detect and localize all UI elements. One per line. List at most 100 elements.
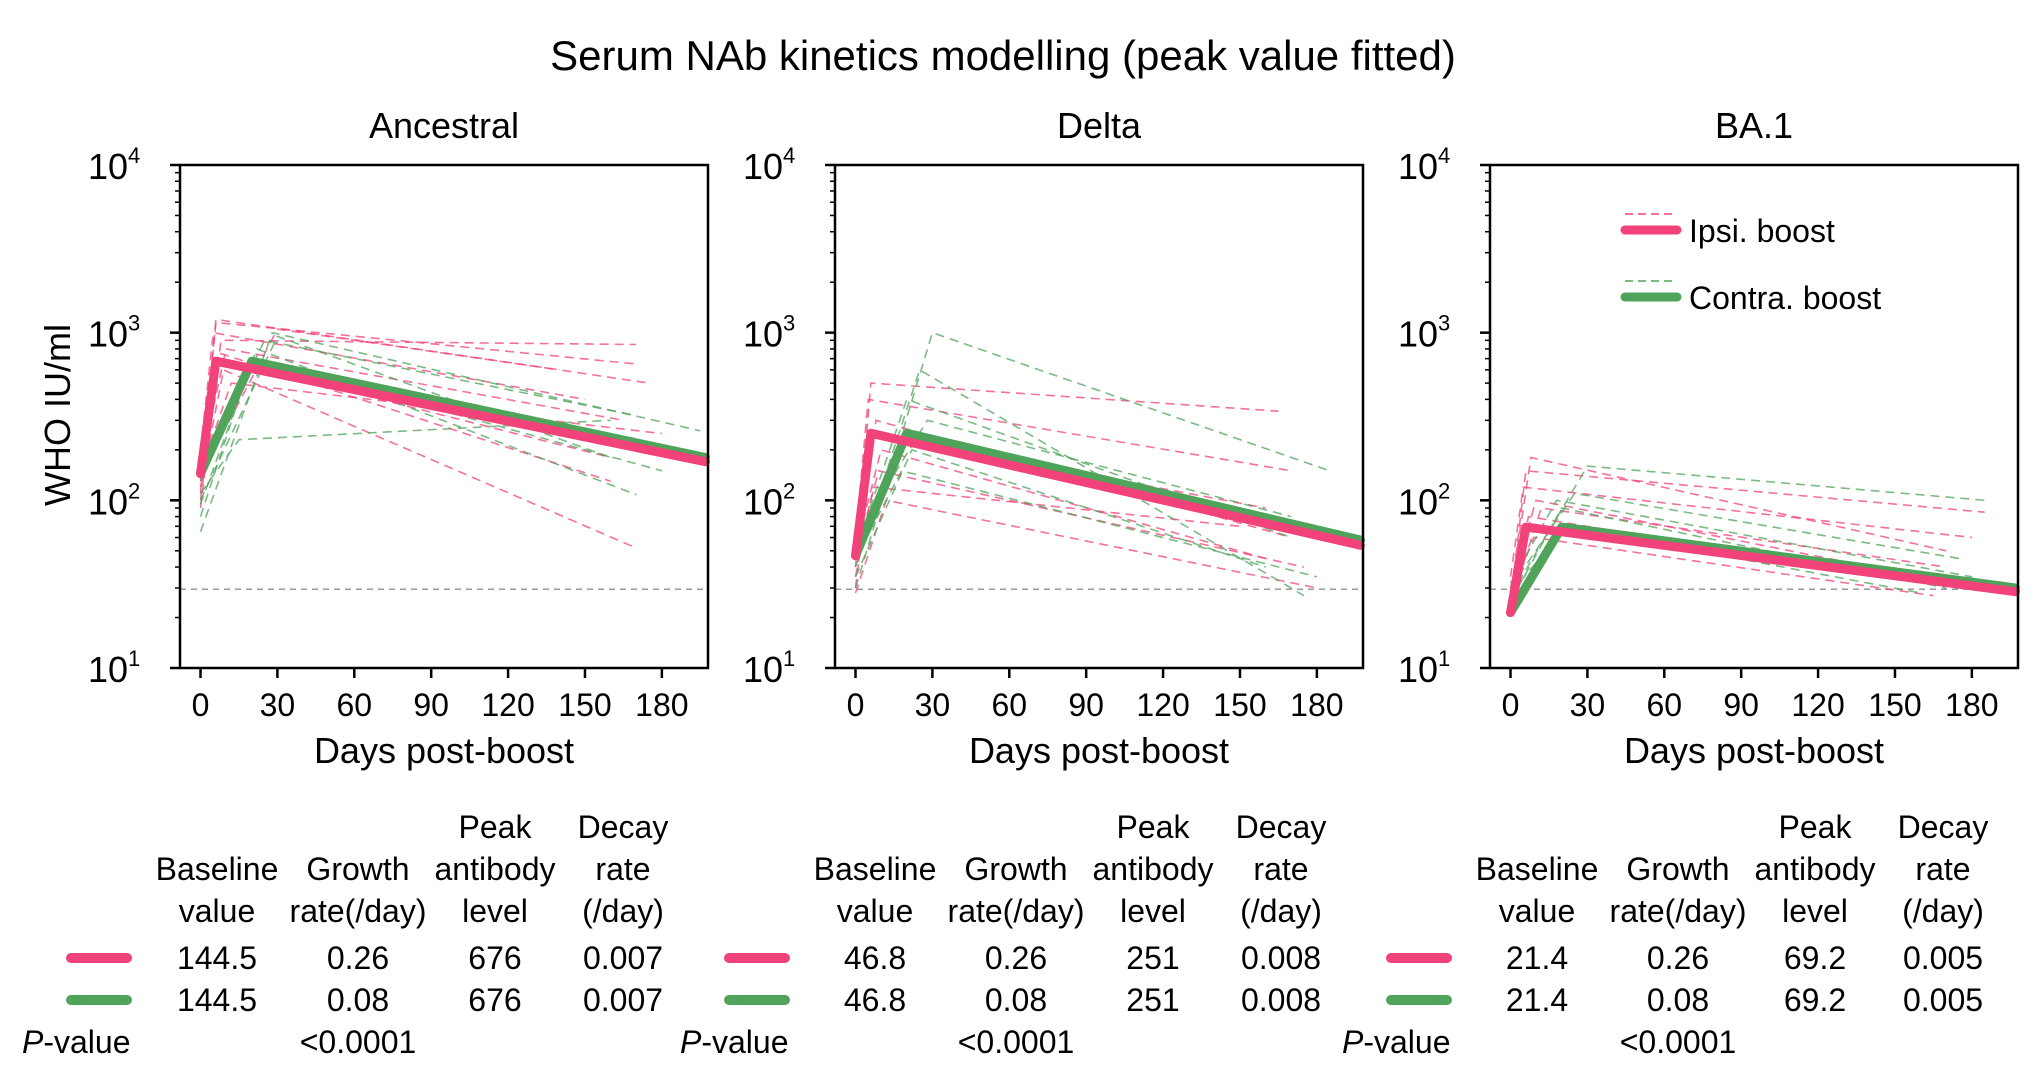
fitted-line-contra [196, 356, 710, 478]
y-tick-label: 104 [743, 143, 795, 187]
row-swatch-contra [1386, 995, 1452, 1005]
cell-contra-decay: 0.007 [582, 982, 664, 1018]
col-header-line: Growth [964, 851, 1068, 887]
cell-ipsi-peak: 676 [468, 940, 522, 976]
p-rest: -value [1363, 1024, 1451, 1060]
p-value-label: P-value [680, 1021, 789, 1063]
x-tick-label: 90 [1723, 687, 1759, 723]
p-value: <0.0001 [957, 1024, 1075, 1060]
y-tick-label: 102 [88, 478, 140, 522]
legend-label-ipsi: Ipsi. boost [1689, 213, 1835, 249]
col-header-line: antibody [1092, 851, 1214, 887]
cell-contra-decay: 0.008 [1240, 982, 1322, 1018]
panel-delta: Delta 101 102 103 104 0 30 60 90 120 150 180 Days po… [743, 105, 1365, 771]
col-header-line: (/day) [1240, 893, 1322, 929]
p-rest: -value [43, 1024, 131, 1060]
individual-trace-contra [199, 347, 637, 505]
x-axis-label: Days post-boost [314, 730, 574, 771]
legend-label-contra: Contra. boost [1689, 280, 1881, 316]
row-swatch-ipsi [66, 953, 132, 963]
x-tick-label: 60 [991, 687, 1027, 723]
y-tick-label: 104 [1398, 143, 1450, 187]
plot-frame [1488, 163, 2020, 670]
cell-ipsi-decay: 0.008 [1240, 940, 1322, 976]
cell-contra-growth: 0.08 [984, 982, 1048, 1018]
col-header-decay: Decay rate (/day) [1181, 806, 1381, 932]
col-header-line: rate [595, 851, 651, 887]
x-tick-label: 0 [192, 687, 210, 723]
col-header-line: (/day) [1902, 893, 1984, 929]
x-axis-label: Days post-boost [969, 730, 1229, 771]
y-tick-label: 102 [743, 478, 795, 522]
individual-trace-ipsi [854, 432, 1266, 545]
col-header-line: value [836, 893, 914, 929]
p-italic: P [680, 1024, 702, 1060]
row-swatch-ipsi [1386, 953, 1452, 963]
cell-ipsi-baseline: 46.8 [843, 940, 907, 976]
y-tick-label: 101 [1398, 646, 1450, 690]
col-header-peak: Peak antibody level [1715, 806, 1915, 932]
x-tick-label: 90 [1068, 687, 1104, 723]
y-tick-label: 104 [88, 143, 140, 187]
x-tick-label: 60 [336, 687, 372, 723]
p-value-label: P-value [22, 1021, 131, 1063]
fitted-line-ipsi [196, 356, 710, 478]
p-value: <0.0001 [1619, 1024, 1737, 1060]
x-tick-label: 150 [1868, 687, 1921, 723]
x-tick-label: 120 [1791, 687, 1844, 723]
cell-contra-peak: 251 [1126, 982, 1180, 1018]
x-tick-label: 180 [1945, 687, 1998, 723]
individual-trace-contra [1509, 499, 1973, 584]
panel-ancestral: Ancestral 101 102 103 104 0 30 60 90 120 150 180 Day… [37, 105, 710, 771]
individual-trace-contra [199, 419, 611, 494]
cell-ipsi-decay: 0.005 [1902, 940, 1984, 976]
cell-ipsi-growth: 0.26 [984, 940, 1048, 976]
x-tick-label: 120 [1136, 687, 1189, 723]
col-header-baseline: Baseline value [117, 848, 317, 932]
y-tick-label: 102 [1398, 478, 1450, 522]
x-tick-label: 30 [915, 687, 951, 723]
individual-trace-contra [1509, 465, 1985, 597]
x-tick-label: 150 [1213, 687, 1266, 723]
col-header-line: Peak [458, 809, 532, 845]
individual-trace-contra [199, 335, 611, 501]
individual-trace-ipsi [1509, 469, 1985, 602]
individual-trace-contra [199, 368, 650, 482]
cell-contra-baseline: 144.5 [176, 982, 258, 1018]
cell-contra-baseline: 46.8 [843, 982, 907, 1018]
cell-ipsi-baseline: 21.4 [1505, 940, 1569, 976]
col-header-line: rate(/day) [289, 893, 427, 929]
cell-ipsi-decay: 0.007 [582, 940, 664, 976]
col-header-line: value [178, 893, 256, 929]
y-tick-label: 103 [88, 311, 140, 355]
x-tick-label: 0 [847, 687, 865, 723]
x-tick-label: 180 [635, 687, 688, 723]
plot-frame [178, 163, 710, 670]
figure-title: Serum NAb kinetics modelling (peak value… [550, 32, 1456, 79]
individual-trace-contra [854, 448, 1266, 578]
col-header-line: Growth [306, 851, 410, 887]
col-header-line: level [462, 893, 528, 929]
fitted-line-ipsi [851, 428, 1365, 561]
col-header-growth: Growth rate(/day) [1578, 848, 1778, 932]
individual-trace-ipsi [1509, 486, 1972, 577]
plot-frame [833, 163, 1365, 670]
individual-trace-contra [854, 331, 1330, 589]
fitted-line-ipsi [1506, 522, 2020, 618]
row-swatch-contra [724, 995, 790, 1005]
cell-ipsi-peak: 251 [1126, 940, 1180, 976]
x-tick-label: 0 [1502, 687, 1520, 723]
x-tick-label: 90 [413, 687, 449, 723]
col-header-line: antibody [434, 851, 556, 887]
panel-title: Delta [1057, 105, 1142, 146]
y-axis-label: WHO IU/ml [37, 324, 78, 506]
p-italic: P [1342, 1024, 1364, 1060]
cell-ipsi-growth: 0.26 [326, 940, 390, 976]
panel-title: BA.1 [1715, 105, 1793, 146]
p-value: <0.0001 [299, 1024, 417, 1060]
x-tick-label: 30 [1570, 687, 1606, 723]
cell-contra-growth: 0.08 [326, 982, 390, 1018]
col-header-line: Baseline [813, 851, 937, 887]
col-header-line: value [1498, 893, 1576, 929]
